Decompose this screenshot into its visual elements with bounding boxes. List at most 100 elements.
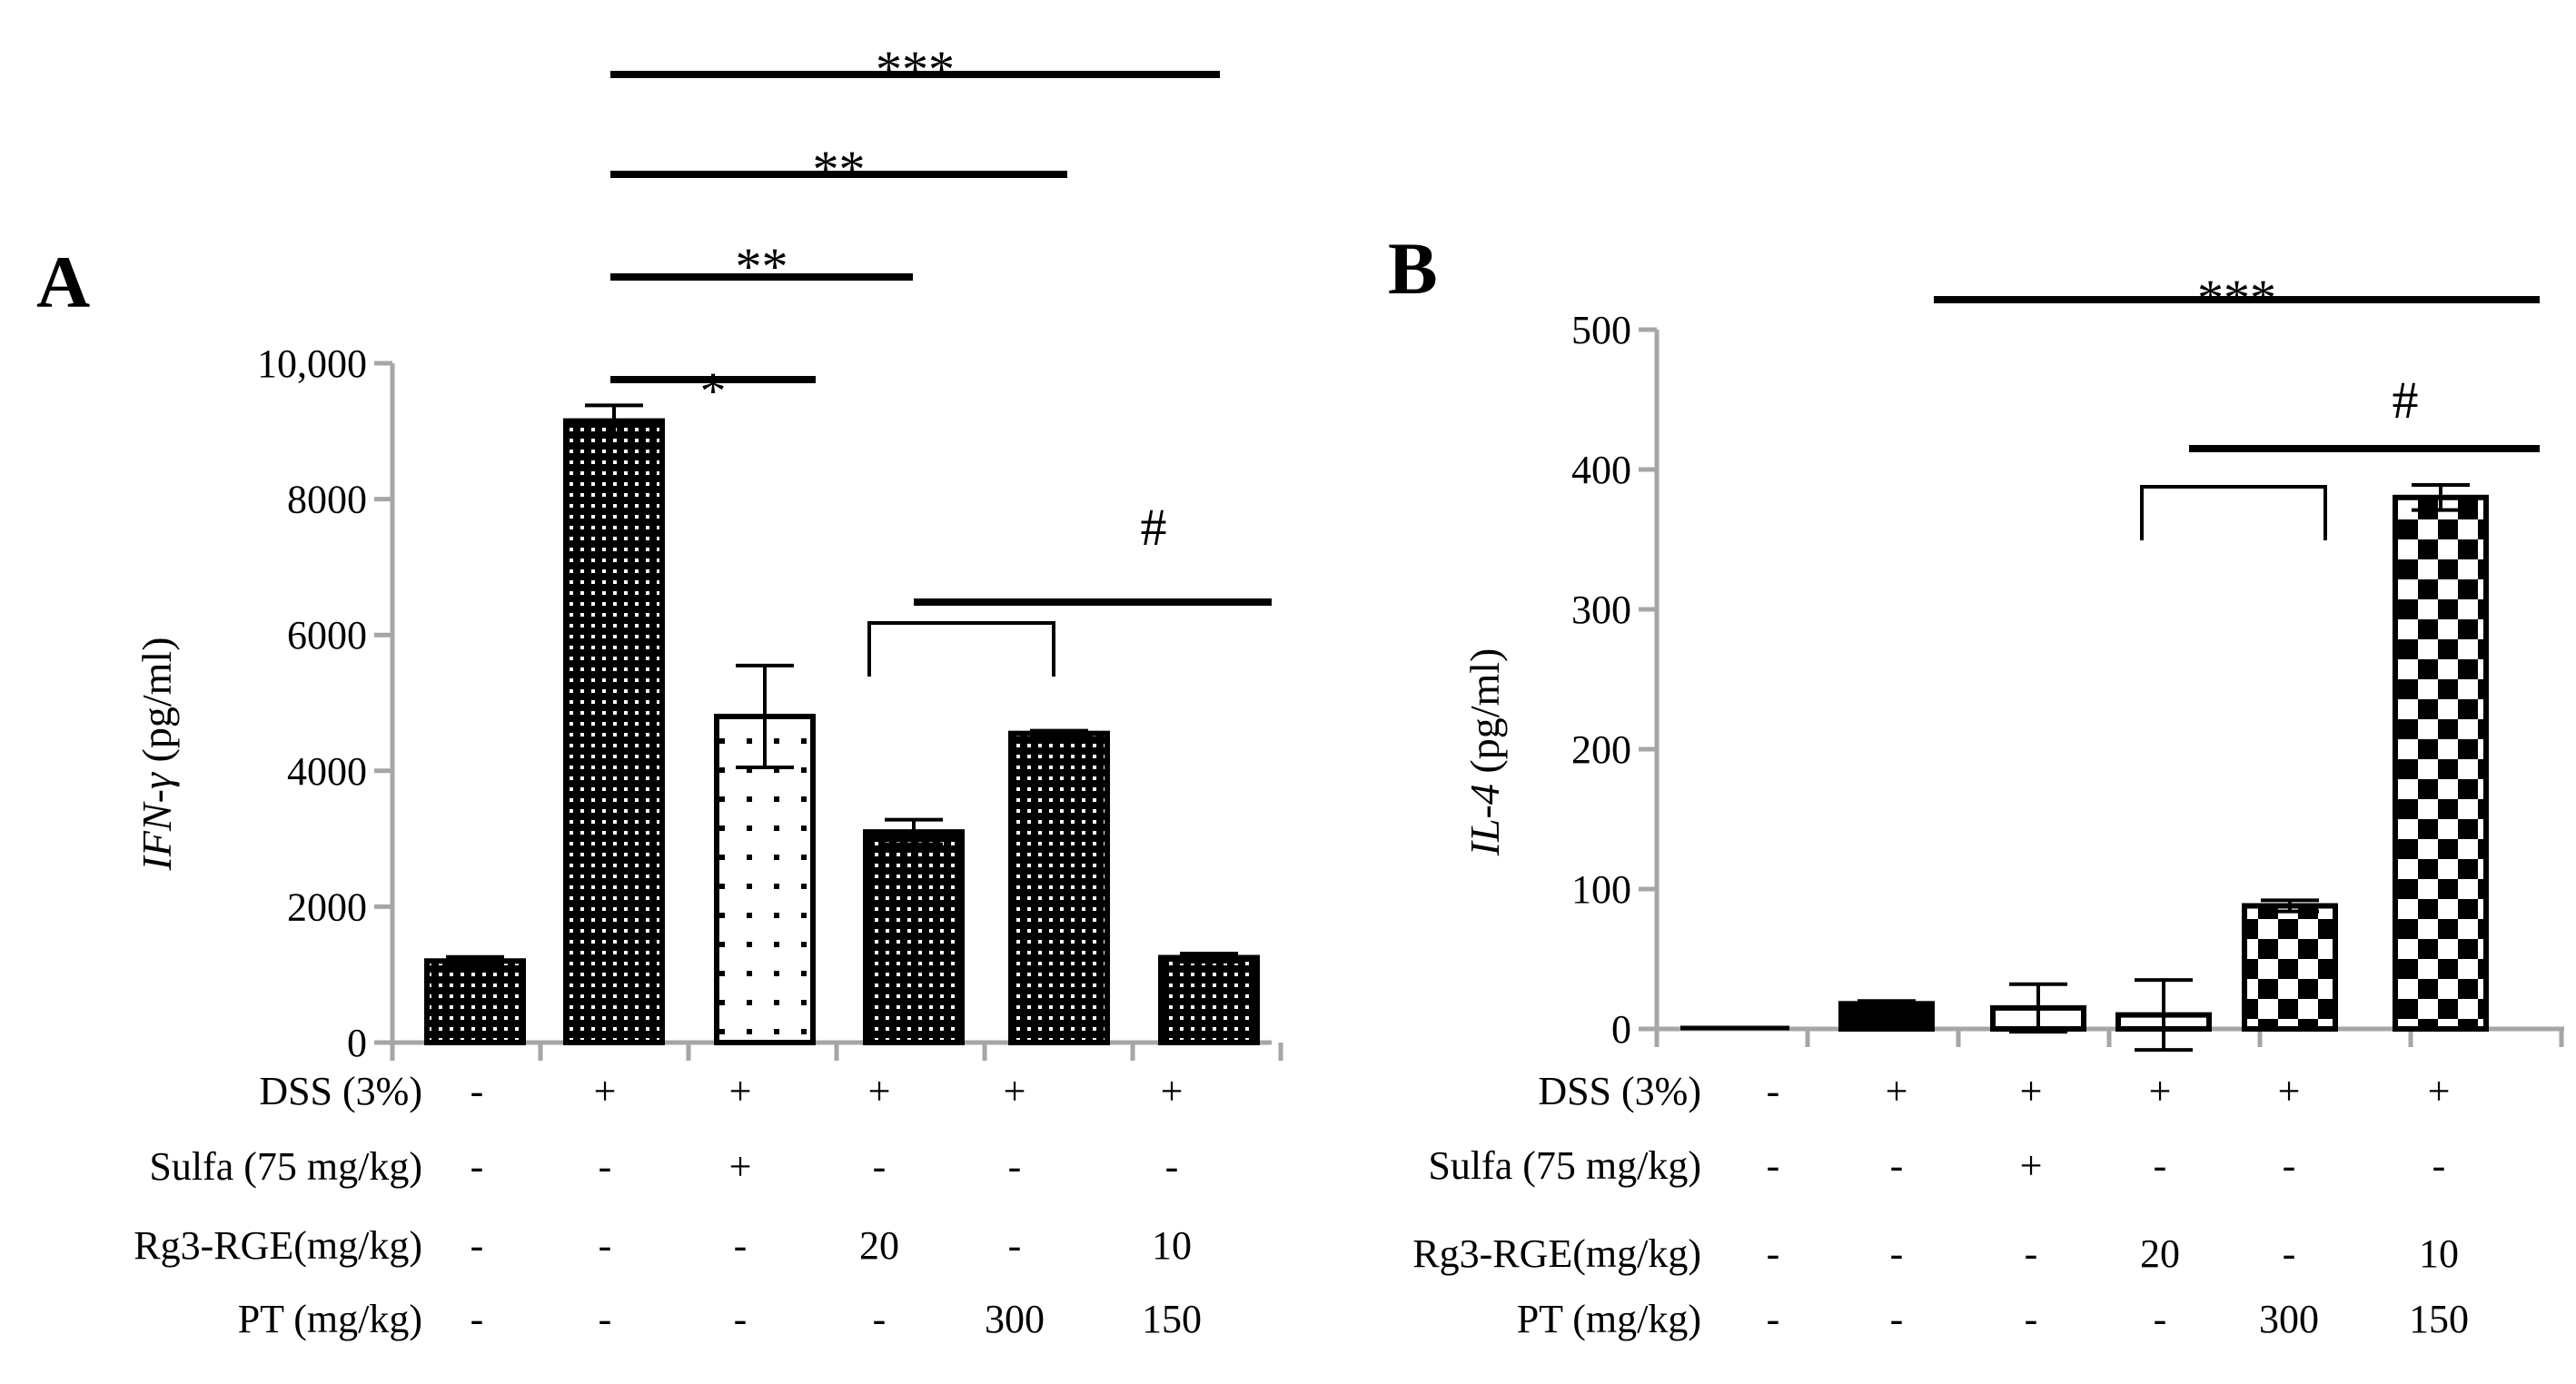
panel-a-treatment-cell: - xyxy=(1008,1144,1022,1189)
panel-a-axes xyxy=(374,361,1283,1061)
panel-b-treatment-cell: - xyxy=(2283,1231,2296,1276)
panel-a-treatment-cell: - xyxy=(734,1223,748,1268)
panel-a-treatment-cell: 10 xyxy=(1152,1223,1192,1268)
panel-a-significance: ********# xyxy=(610,40,1272,677)
panel-a-significance-label: ** xyxy=(736,237,788,296)
panel-a-error-bars xyxy=(446,403,1238,967)
panel-a-significance-label: ** xyxy=(813,140,866,199)
panel-a-ytick-label: 4000 xyxy=(287,749,367,794)
panel-a-bar xyxy=(563,418,665,1045)
panel-a-bar xyxy=(714,713,816,1046)
panel-b-treatment-cell: - xyxy=(2154,1143,2167,1188)
panel-a-treatment-cell: + xyxy=(1004,1069,1026,1113)
panel-b-ytick-label: 200 xyxy=(1571,727,1631,772)
panel-b-ytick-label: 100 xyxy=(1571,867,1631,912)
panel-b-treatment-cell: + xyxy=(2428,1069,2451,1113)
panel-a-treatment-label: Sulfa (75 mg/kg) xyxy=(149,1144,422,1189)
panel-a-treatment-cell: 150 xyxy=(1142,1297,1202,1341)
panel-b-treatment-table: DSS (3%) - + + + + + Sulfa (75 mg/kg) - - + - - - Rg3-… xyxy=(1412,1069,2469,1341)
panel-b-treatment-cell: + xyxy=(2020,1143,2043,1188)
panel-b-treatment-cell: 10 xyxy=(2419,1231,2459,1276)
panel-b-ylabel: IL-4 (pg/ml) xyxy=(1461,648,1508,857)
panel-b-ytick-label: 300 xyxy=(1571,588,1631,632)
panel-a-letter: A xyxy=(36,241,90,323)
panel-b-treatment-cell: - xyxy=(1890,1231,1904,1276)
panel-a-bar xyxy=(1158,954,1260,1045)
panel-a-bar xyxy=(424,958,526,1045)
panel-a-comparison-label: # xyxy=(1141,498,1167,557)
panel-b-treatment-cell: 150 xyxy=(2409,1297,2469,1341)
panel-a-treatment-label: Rg3-RGE(mg/kg) xyxy=(134,1223,422,1268)
panel-b-treatment-cell: - xyxy=(1890,1143,1904,1188)
panel-a-ytick-label: 6000 xyxy=(287,613,367,657)
panel-b-treatment-cell: - xyxy=(2283,1143,2296,1188)
panel-b-treatment-cell: + xyxy=(1886,1069,1908,1113)
panel-b-treatment-cell: - xyxy=(2025,1297,2038,1341)
panel-b-treatment-cell: - xyxy=(1767,1231,1780,1276)
panel-b-comparison-label: # xyxy=(2393,371,2419,430)
panel-b-treatment-cell: - xyxy=(1767,1143,1780,1188)
panel-a-treatment-cell: 20 xyxy=(859,1223,899,1268)
panel-a-treatment-cell: - xyxy=(599,1144,612,1189)
panel-b-treatment-cell: - xyxy=(2432,1143,2446,1188)
panel-a-ylabel-name: IFN-γ xyxy=(134,771,180,871)
panel-a-treatment-cell: + xyxy=(729,1069,752,1113)
panel-a-treatment-table: DSS (3%) - + + + + + Sulfa (75 mg/kg) - - + - - - Rg3-… xyxy=(134,1069,1202,1341)
panel-a-treatment-cell: + xyxy=(594,1069,617,1113)
panel-a-treatment-cell: - xyxy=(873,1297,887,1341)
panel-a-bar xyxy=(1008,730,1110,1045)
panel-a-treatment-cell: - xyxy=(471,1069,484,1113)
panel-b-treatment-cell: - xyxy=(1767,1069,1780,1113)
panel-b-treatment-cell: + xyxy=(2149,1069,2172,1113)
panel-a-ylabel: IFN-γ (pg/ml) xyxy=(134,637,180,871)
panel-b-treatment-label: Rg3-RGE(mg/kg) xyxy=(1412,1231,1701,1276)
panel-b-ytick-label: 500 xyxy=(1571,308,1631,352)
panel-a-treatment-cell: - xyxy=(471,1223,484,1268)
panel-b-significance-label: *** xyxy=(2197,269,2276,328)
panel-a-significance-label: * xyxy=(700,361,727,420)
panel-b-ytick-label: 400 xyxy=(1571,448,1631,492)
panel-a-ytick-label: 2000 xyxy=(287,885,367,929)
panel-b-treatment-cell: - xyxy=(2025,1231,2038,1276)
panel-b-bar xyxy=(2393,494,2489,1032)
panel-a-treatment-cell: + xyxy=(729,1144,752,1189)
panel-b-significance: *** # xyxy=(1934,269,2540,540)
panel-b-treatment-cell: + xyxy=(2278,1069,2301,1113)
panel-b-treatment-cell: - xyxy=(1767,1297,1780,1341)
panel-b-comparison-bracket xyxy=(2140,485,2327,540)
panel-a-treatment-cell: 300 xyxy=(985,1297,1045,1341)
panel-b-ytick-labels: 0 100 200 300 400 500 xyxy=(1571,308,1631,1052)
panel-a-treatment-cell: - xyxy=(599,1223,612,1268)
panel-b-bars xyxy=(1680,494,2489,1033)
panel-a-comparison-bracket xyxy=(867,621,1055,677)
panel-a-ytick-label: 8000 xyxy=(287,478,367,522)
panel-a-ytick-label: 10,000 xyxy=(257,341,367,386)
panel-b-ylabel-units: (pg/ml) xyxy=(1461,648,1508,774)
panel-a-ylabel-units: (pg/ml) xyxy=(134,637,180,762)
panel-b-error-bars xyxy=(1858,482,2470,1053)
panel-a-treatment-label: DSS (3%) xyxy=(259,1069,422,1113)
panel-a-treatment-cell: - xyxy=(734,1297,748,1341)
panel-b-treatment-cell: - xyxy=(1890,1297,1904,1341)
panel-b-treatment-cell: 20 xyxy=(2140,1231,2180,1276)
panel-b-treatment-cell: + xyxy=(2020,1069,2043,1113)
panel-a-treatment-cell: - xyxy=(471,1144,484,1189)
panel-b-treatment-label: DSS (3%) xyxy=(1538,1069,1701,1113)
panel-a-treatment-cell: - xyxy=(599,1297,612,1341)
panel-a-treatment-cell: + xyxy=(868,1069,891,1113)
panel-b-treatment-label: PT (mg/kg) xyxy=(1517,1297,1701,1341)
panel-a-treatment-cell: - xyxy=(1008,1223,1022,1268)
panel-b-ylabel-name: IL-4 xyxy=(1461,784,1508,856)
panel-a-ytick-labels: 0 2000 4000 6000 8000 10,000 xyxy=(257,341,367,1065)
panel-a-significance-label: *** xyxy=(876,40,955,99)
panel-b-ytick-label: 0 xyxy=(1611,1007,1631,1052)
panel-a-treatment-cell: - xyxy=(471,1297,484,1341)
panel-a-treatment-label: PT (mg/kg) xyxy=(238,1297,422,1341)
panel-a-treatment-cell: - xyxy=(1165,1144,1179,1189)
panel-b-letter: B xyxy=(1388,227,1438,310)
panel-b-treatment-label: Sulfa (75 mg/kg) xyxy=(1428,1143,1701,1188)
panel-b-treatment-cell: 300 xyxy=(2259,1297,2319,1341)
panel-a-bars xyxy=(424,418,1260,1046)
